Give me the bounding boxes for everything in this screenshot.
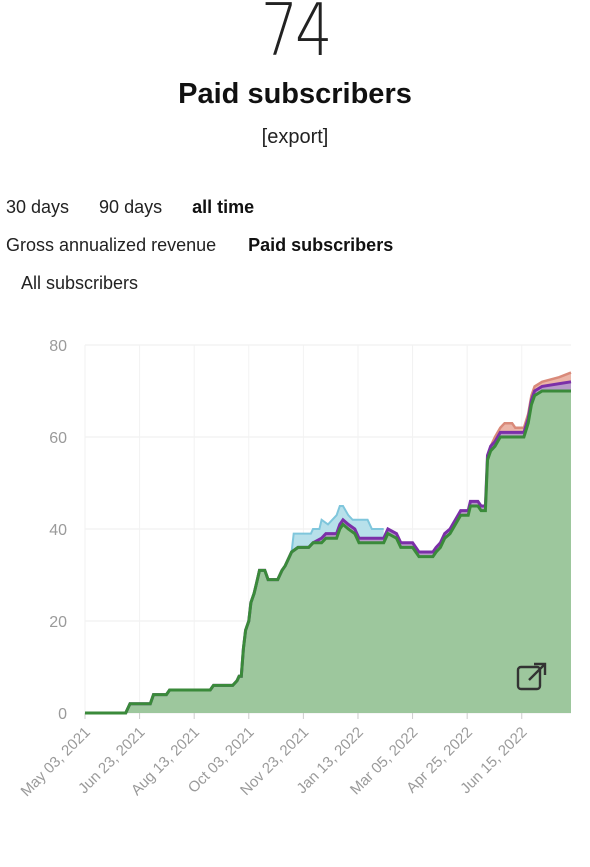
page-title: Paid subscribers: [178, 78, 412, 110]
metric-paid-subscribers[interactable]: Paid subscribers: [248, 235, 394, 255]
y-tick-label: 0: [58, 706, 67, 723]
series-blue-line: [290, 505, 384, 553]
series-green-line: [85, 389, 571, 715]
y-tick-label: 40: [49, 522, 67, 539]
range-30-days[interactable]: 30 days: [6, 197, 70, 217]
range-90-days[interactable]: 90 days: [99, 197, 163, 217]
subscriber-count: 74: [260, 0, 333, 72]
y-tick-label: 20: [49, 614, 67, 631]
chart-lines: [85, 371, 572, 715]
chart-fills: [85, 372, 571, 713]
metric-selector-row-2: All subscribers: [21, 273, 138, 294]
range-all-time[interactable]: all time: [192, 197, 255, 217]
y-tick-label: 60: [49, 430, 67, 447]
series-green-area: [85, 391, 571, 713]
metric-all-subscribers[interactable]: All subscribers: [21, 273, 139, 293]
export-link[interactable]: [export]: [261, 126, 329, 148]
y-tick-label: 80: [49, 338, 67, 355]
series-red-area: [490, 372, 571, 447]
metric-gross-annualized-revenue[interactable]: Gross annualized revenue: [6, 235, 217, 255]
y-axis-ticks: 0 20 40 60 80: [49, 338, 67, 723]
metric-selector: Gross annualized revenue Paid subscriber…: [6, 235, 393, 256]
external-link-icon[interactable]: [515, 660, 549, 694]
time-range-selector: 30 days 90 days all time: [6, 197, 254, 218]
